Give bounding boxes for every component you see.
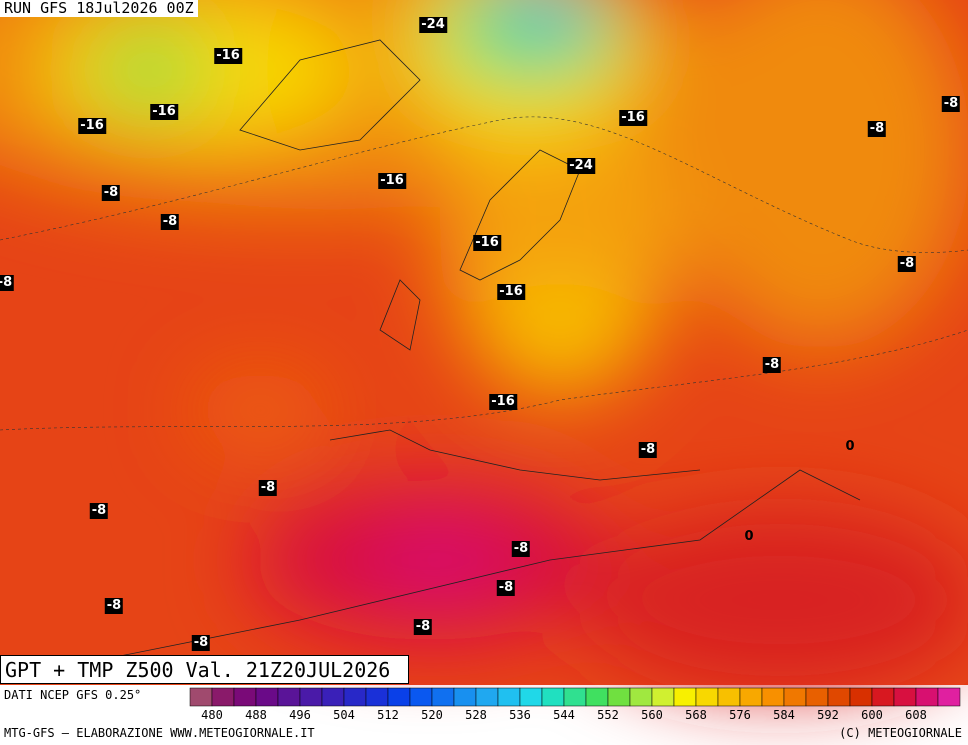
map-label: -16 bbox=[489, 394, 517, 410]
colorbar-segment bbox=[849, 687, 873, 707]
map-label: -24 bbox=[567, 158, 595, 174]
map-label: -8 bbox=[101, 185, 121, 201]
colorbar-tick: 592 bbox=[817, 708, 839, 722]
map-label: -8 bbox=[258, 480, 278, 496]
colorbar-segment bbox=[629, 687, 653, 707]
map-label: -24 bbox=[419, 17, 447, 33]
map-label: -8 bbox=[511, 541, 531, 557]
colorbar-segment bbox=[453, 687, 477, 707]
footer-left: MTG-GFS — ELABORAZIONE WWW.METEOGIORNALE… bbox=[4, 726, 315, 740]
map-title: GPT + TMP Z500 Val. 21Z20JUL2026 bbox=[0, 655, 409, 684]
map-label: -16 bbox=[497, 284, 525, 300]
colorbar-segment bbox=[937, 687, 961, 707]
colorbar-segment bbox=[475, 687, 499, 707]
map-label: -8 bbox=[941, 96, 961, 112]
map-label: -8 bbox=[0, 275, 15, 291]
colorbar-segment bbox=[761, 687, 785, 707]
colorbar-segment bbox=[717, 687, 741, 707]
colorbar-tick: 536 bbox=[509, 708, 531, 722]
colorbar-segment bbox=[409, 687, 433, 707]
colorbar-tick: 584 bbox=[773, 708, 795, 722]
colorbar-tick: 504 bbox=[333, 708, 355, 722]
colorbar-segment bbox=[299, 687, 323, 707]
run-info: RUN GFS 18Jul2026 00Z bbox=[0, 0, 198, 17]
contours bbox=[0, 116, 968, 431]
map-label: -8 bbox=[638, 442, 658, 458]
map-label: -8 bbox=[104, 598, 124, 614]
colorbar-tick: 496 bbox=[289, 708, 311, 722]
colorbar-segment bbox=[607, 687, 631, 707]
colorbar-segment bbox=[915, 687, 939, 707]
colorbar-segment bbox=[585, 687, 609, 707]
map-label: -8 bbox=[496, 580, 516, 596]
colorbar-segment bbox=[189, 687, 213, 707]
map-label: -16 bbox=[78, 118, 106, 134]
map-label: 0 bbox=[845, 439, 855, 454]
colorbar-segment bbox=[893, 687, 917, 707]
colorbar-tick: 560 bbox=[641, 708, 663, 722]
colorbar-segment bbox=[277, 687, 301, 707]
colorbar-tick: 528 bbox=[465, 708, 487, 722]
map-label: -16 bbox=[473, 235, 501, 251]
footer-right: (C) METEOGIORNALE bbox=[839, 726, 962, 740]
colorbar-segment bbox=[783, 687, 807, 707]
colorbar-tick: 480 bbox=[201, 708, 223, 722]
colorbar-segment bbox=[365, 687, 389, 707]
colorbar-segment bbox=[651, 687, 675, 707]
colorbar-segment bbox=[255, 687, 279, 707]
colorbar-segment bbox=[519, 687, 543, 707]
colorbar-tick: 512 bbox=[377, 708, 399, 722]
map-label: -8 bbox=[897, 256, 917, 272]
map-label: -8 bbox=[867, 121, 887, 137]
colorbar-tick: 544 bbox=[553, 708, 575, 722]
colorbar-segment bbox=[563, 687, 587, 707]
colorbar-segment bbox=[673, 687, 697, 707]
map-label: -16 bbox=[214, 48, 242, 64]
colorbar-segment bbox=[541, 687, 565, 707]
map-label: -8 bbox=[160, 214, 180, 230]
map-label: -8 bbox=[762, 357, 782, 373]
colorbar-segment bbox=[343, 687, 367, 707]
colorbar-segment bbox=[739, 687, 763, 707]
colorbar-tick: 600 bbox=[861, 708, 883, 722]
coastlines bbox=[0, 39, 861, 681]
map-label: -16 bbox=[619, 110, 647, 126]
colorbar-segment bbox=[695, 687, 719, 707]
field bbox=[0, 0, 968, 690]
colorbar-tick: 576 bbox=[729, 708, 751, 722]
colorbar: 480 488 496 504 512 520 528 536 544 552 560 568 576 5… bbox=[189, 687, 961, 722]
map-label: -8 bbox=[413, 619, 433, 635]
colorbar-tick: 552 bbox=[597, 708, 619, 722]
colorbar-tick: 520 bbox=[421, 708, 443, 722]
map-label: 0 bbox=[744, 529, 754, 544]
colorbar-segment bbox=[233, 687, 257, 707]
colorbar-segment bbox=[805, 687, 829, 707]
colorbar-segment bbox=[827, 687, 851, 707]
map-label: -8 bbox=[191, 635, 211, 651]
colorbar-tick: 568 bbox=[685, 708, 707, 722]
map-label: -16 bbox=[150, 104, 178, 120]
source: DATI NCEP GFS 0.25° bbox=[4, 688, 142, 702]
colorbar-tick: 488 bbox=[245, 708, 267, 722]
colorbar-segment bbox=[871, 687, 895, 707]
colorbar-segment bbox=[431, 687, 455, 707]
colorbar-segment bbox=[211, 687, 235, 707]
map-label: -16 bbox=[378, 173, 406, 189]
colorbar-segment bbox=[321, 687, 345, 707]
map-label: -8 bbox=[89, 503, 109, 519]
colorbar-segment bbox=[497, 687, 521, 707]
colorbar-tick: 608 bbox=[905, 708, 927, 722]
colorbar-segment bbox=[387, 687, 411, 707]
